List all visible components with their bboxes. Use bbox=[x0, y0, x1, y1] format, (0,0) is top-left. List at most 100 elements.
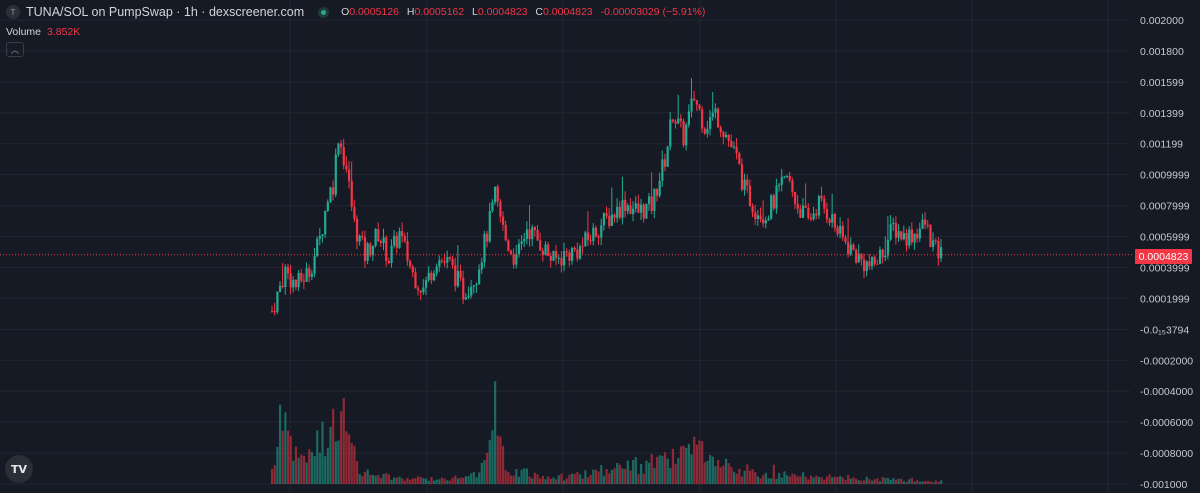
ohlc-high-value: 0.0005162 bbox=[414, 6, 465, 18]
candle-body bbox=[839, 225, 842, 234]
candle-body bbox=[517, 243, 521, 254]
candle-body bbox=[759, 215, 762, 220]
volume-bar bbox=[663, 452, 667, 484]
candle-body bbox=[722, 132, 725, 138]
candle-body bbox=[600, 225, 603, 238]
candle-body bbox=[719, 127, 722, 133]
volume-bar bbox=[523, 468, 526, 484]
volume-bar bbox=[799, 476, 802, 484]
volume-bar bbox=[780, 477, 783, 484]
volume-bar bbox=[632, 459, 635, 484]
candle-body bbox=[849, 244, 852, 255]
volume-bar bbox=[658, 455, 661, 484]
volume-bar bbox=[332, 408, 335, 484]
volume-bar bbox=[876, 478, 879, 484]
volume-bar bbox=[544, 479, 547, 484]
volume-bar bbox=[467, 475, 470, 484]
volume-bar bbox=[324, 456, 327, 484]
price-axis-label: 0.001599 bbox=[1140, 77, 1184, 89]
candle-body bbox=[602, 213, 606, 226]
candle-body bbox=[342, 147, 345, 166]
volume-bar bbox=[709, 455, 712, 484]
volume-bar bbox=[300, 454, 303, 484]
price-axis-label: 0.0001999 bbox=[1140, 293, 1190, 305]
volume-bar bbox=[446, 480, 449, 484]
volume-bar bbox=[605, 469, 608, 484]
candle-body bbox=[371, 245, 375, 256]
candle-body bbox=[780, 176, 783, 185]
candle-body bbox=[738, 153, 741, 165]
volume-bar bbox=[507, 472, 510, 484]
volume-bar bbox=[294, 446, 298, 484]
candle-body bbox=[475, 284, 478, 286]
tradingview-logo-icon[interactable]: TV bbox=[5, 455, 33, 483]
candle-body bbox=[565, 251, 568, 253]
live-status-icon bbox=[318, 6, 330, 18]
candle-body bbox=[815, 213, 818, 216]
volume-bar bbox=[815, 475, 818, 484]
candle-body bbox=[820, 195, 823, 199]
candle-body bbox=[892, 222, 895, 225]
volume-bar bbox=[743, 470, 746, 484]
volume-bar bbox=[305, 462, 308, 484]
volume-bar bbox=[889, 479, 892, 484]
candle-body bbox=[640, 204, 643, 213]
candle-body bbox=[884, 255, 887, 258]
volume-bar bbox=[855, 478, 858, 484]
volume-bar bbox=[278, 404, 282, 484]
candle-body bbox=[732, 146, 736, 148]
candle-body bbox=[937, 241, 940, 259]
volume-bar bbox=[642, 473, 645, 484]
candle-body bbox=[329, 187, 332, 203]
volume-bar bbox=[486, 452, 489, 484]
price-axis-label: -0.0004000 bbox=[1140, 386, 1193, 398]
volume-bar bbox=[687, 444, 690, 484]
volume-bar bbox=[435, 479, 438, 484]
price-axis-label: 0.0009999 bbox=[1140, 170, 1190, 182]
candle-body bbox=[801, 205, 805, 218]
candle-body bbox=[881, 249, 884, 258]
ohlc-low-key: L bbox=[472, 6, 478, 18]
collapse-legend-button[interactable]: ︿ bbox=[6, 42, 24, 57]
volume-bar bbox=[565, 478, 568, 484]
volume-bar bbox=[374, 475, 377, 484]
candle-body bbox=[647, 196, 651, 204]
volume-bar bbox=[393, 477, 396, 484]
candle-body bbox=[443, 261, 446, 263]
candle-body bbox=[804, 205, 807, 208]
volume-bar bbox=[666, 458, 669, 484]
volume-bar bbox=[313, 456, 316, 484]
volume-bar bbox=[581, 478, 584, 484]
candle-body bbox=[377, 229, 380, 242]
volume-bar bbox=[817, 477, 821, 484]
volume-bar bbox=[926, 480, 929, 484]
candle-body bbox=[345, 165, 348, 170]
candle-body bbox=[507, 240, 510, 251]
volume-bar bbox=[762, 474, 765, 484]
volume-bar bbox=[430, 477, 433, 484]
volume-bar bbox=[913, 481, 916, 484]
volume-bar bbox=[366, 469, 369, 484]
volume-bar bbox=[778, 473, 781, 484]
candle-body bbox=[276, 291, 279, 313]
volume-bar bbox=[624, 469, 627, 484]
candle-body bbox=[870, 256, 874, 267]
volume-bar bbox=[454, 475, 457, 484]
volume-bar bbox=[509, 475, 513, 484]
volume-bar bbox=[626, 460, 629, 484]
candle-body bbox=[409, 260, 412, 267]
candle-body bbox=[316, 238, 319, 257]
candle-body bbox=[541, 250, 544, 255]
candle-body bbox=[369, 243, 372, 256]
candle-body bbox=[305, 268, 308, 282]
volume-bar bbox=[586, 477, 590, 484]
candle-body bbox=[929, 224, 932, 247]
volume-value: 3.852K bbox=[47, 26, 81, 38]
candle-body bbox=[908, 229, 911, 246]
volume-bar bbox=[714, 466, 717, 484]
volume-bar bbox=[764, 472, 767, 484]
volume-bar bbox=[584, 470, 587, 484]
volume-bar bbox=[701, 441, 704, 484]
candle-body bbox=[727, 134, 730, 141]
